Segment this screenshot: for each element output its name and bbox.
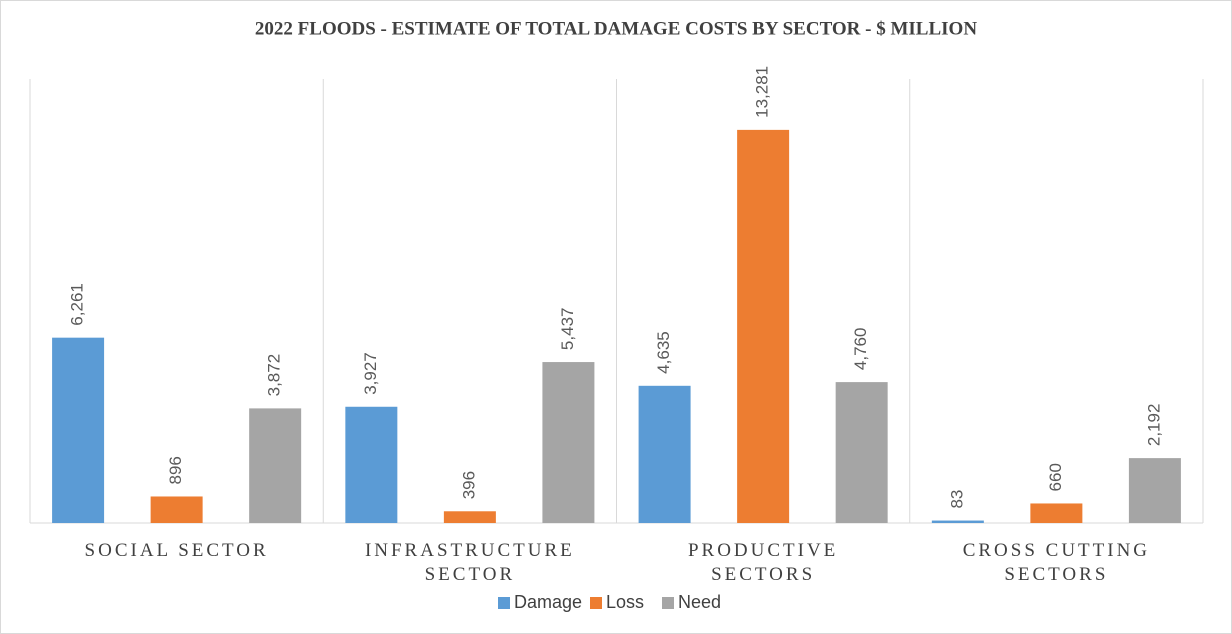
legend-swatch bbox=[590, 597, 602, 609]
value-label: 83 bbox=[947, 490, 966, 509]
bar bbox=[345, 406, 398, 523]
value-label: 4,760 bbox=[851, 328, 870, 371]
x-tick-label: INFRASTRUCTURE SECTOR bbox=[364, 540, 575, 585]
value-label: 896 bbox=[166, 456, 185, 484]
x-tick-label: SOCIAL SECTOR bbox=[84, 540, 269, 561]
bar bbox=[638, 385, 691, 523]
value-label: 660 bbox=[1046, 463, 1065, 491]
value-label: 13,281 bbox=[753, 66, 772, 118]
value-label: 3,927 bbox=[361, 352, 380, 395]
bar bbox=[737, 129, 790, 524]
legend-label: Loss bbox=[606, 592, 644, 612]
value-label: 3,872 bbox=[265, 354, 284, 397]
bar bbox=[52, 337, 105, 523]
legend-label: Need bbox=[678, 592, 721, 612]
bar bbox=[1128, 458, 1181, 523]
value-label: 396 bbox=[459, 471, 478, 499]
legend-swatch bbox=[662, 597, 674, 609]
value-label: 5,437 bbox=[558, 308, 577, 351]
chart-title: 2022 FLOODS - ESTIMATE OF TOTAL DAMAGE C… bbox=[255, 18, 977, 39]
x-tick-label: CROSS CUTTING SECTORS bbox=[962, 540, 1151, 585]
bar bbox=[835, 382, 888, 523]
x-tick-label: PRODUCTIVE SECTORS bbox=[687, 540, 839, 585]
bar bbox=[1030, 503, 1083, 523]
legend-swatch bbox=[498, 597, 510, 609]
bar bbox=[542, 362, 595, 523]
legend-label: Damage bbox=[514, 592, 582, 612]
value-label: 6,261 bbox=[68, 283, 87, 326]
bar bbox=[443, 511, 496, 523]
bar bbox=[150, 496, 203, 523]
value-label: 4,635 bbox=[654, 331, 673, 374]
value-label: 2,192 bbox=[1144, 404, 1163, 447]
bar bbox=[249, 408, 302, 523]
bar bbox=[931, 520, 984, 523]
